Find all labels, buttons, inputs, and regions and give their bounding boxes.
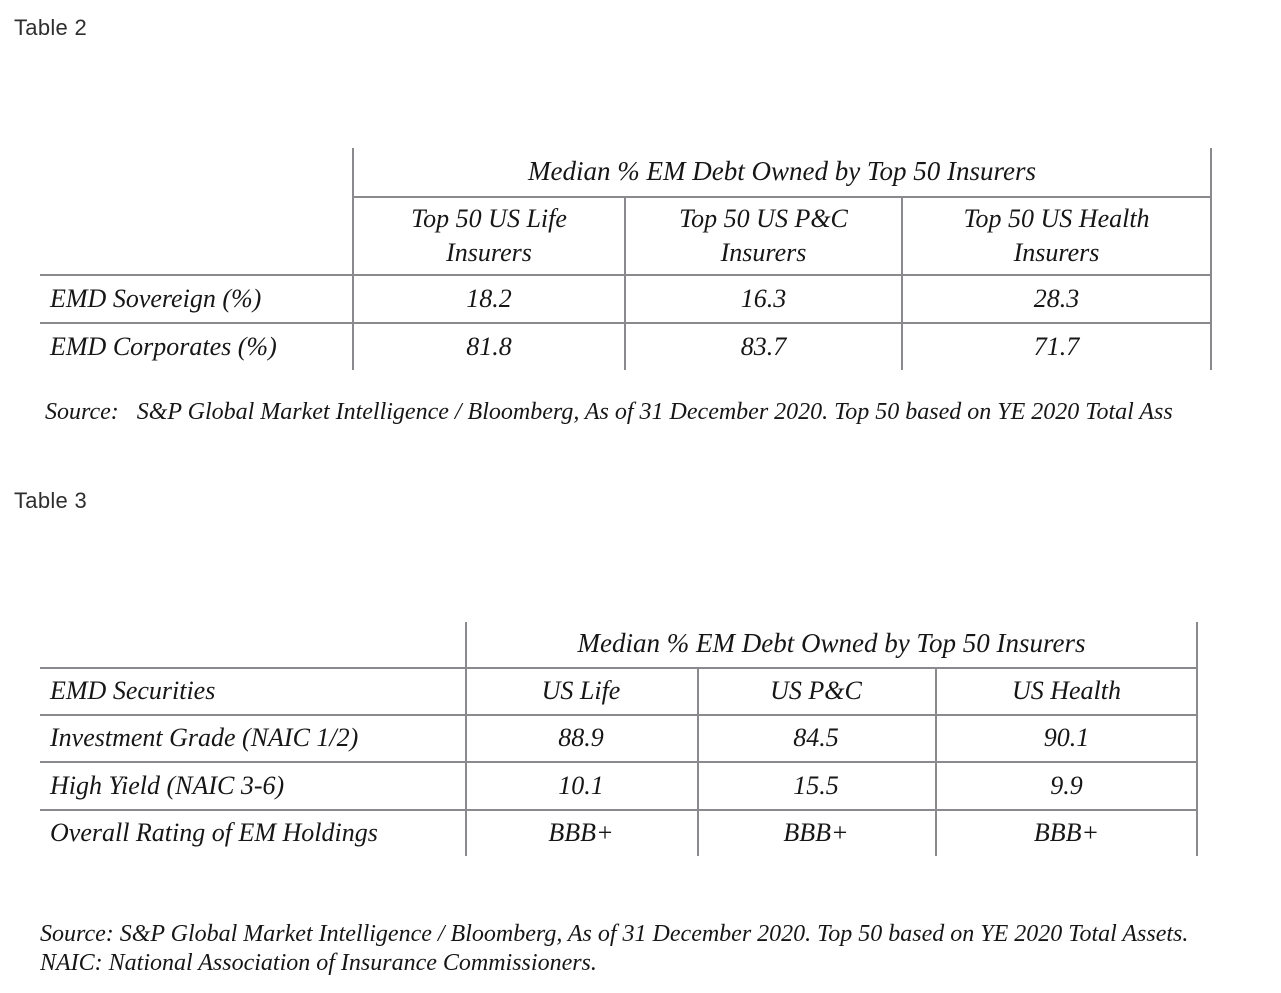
table2-col-header: Top 50 US Life Insurers — [354, 198, 624, 273]
table3-rule-header — [40, 667, 1198, 669]
table3-row-label: Overall Rating of EM Holdings — [50, 818, 378, 847]
table3-cell: BBB+ — [1033, 818, 1100, 847]
table2-rule-row1 — [40, 322, 1212, 324]
table2-col-header-line: Insurers — [446, 237, 532, 267]
table2-cell: 83.7 — [740, 331, 787, 361]
table2-span-header: Median % EM Debt Owned by Top 50 Insurer… — [528, 155, 1036, 186]
table3-row-label: High Yield (NAIC 3-6) — [50, 770, 285, 800]
table2-cell: 28.3 — [1033, 283, 1080, 313]
table3-col-header: US Life — [541, 676, 621, 705]
table2-col-header-line: Insurers — [720, 237, 807, 267]
table3-col-header: US Health — [1011, 676, 1122, 705]
table2-col-header-line: Top 50 US Life — [411, 203, 567, 233]
table2-rule-subheader — [40, 274, 1212, 276]
table3-row-label: Investment Grade (NAIC 1/2) — [50, 723, 359, 752]
table3-header-row-label: EMD Securities — [50, 676, 216, 705]
table2-caption: Table 2 — [14, 15, 88, 40]
table2-rule-header — [352, 196, 1212, 198]
table2-col-header-line: Top 50 US Health — [963, 203, 1150, 233]
table2-col-header: Top 50 US Health Insurers — [903, 198, 1210, 273]
table3-cell: BBB+ — [548, 818, 614, 847]
table3-divider-left — [465, 622, 467, 856]
table3-caption: Table 3 — [14, 488, 88, 513]
table2-cell: 81.8 — [466, 331, 512, 361]
table2-cell: 18.2 — [466, 283, 512, 313]
table3-cell: 84.5 — [793, 723, 839, 752]
table3-source-note-line1: Source: S&P Global Market Intelligence /… — [40, 921, 1189, 947]
table2-divider-right — [1210, 148, 1212, 370]
table3-divider-right — [1196, 622, 1198, 856]
table3-cell: 88.9 — [558, 723, 604, 752]
table2-cell: 71.7 — [1033, 331, 1080, 361]
table3: Median % EM Debt Owned by Top 50 Insurer… — [40, 622, 1198, 856]
table3-source-note-line2: NAIC: National Association of Insurance … — [40, 950, 597, 976]
table2-cell: 16.3 — [740, 283, 787, 313]
table2-divider-left — [352, 148, 354, 370]
table3-rule-subheader — [40, 714, 1198, 716]
table2-row-label: EMD Corporates (%) — [50, 331, 277, 361]
table3-cell: 90.1 — [1043, 723, 1090, 752]
table2: Median % EM Debt Owned by Top 50 Insurer… — [40, 148, 1212, 370]
table2-col-header: Top 50 US P&C Insurers — [626, 198, 901, 273]
table3-cell: 15.5 — [793, 770, 839, 800]
table3-col-header: US P&C — [770, 676, 862, 705]
table3-span-header: Median % EM Debt Owned by Top 50 Insurer… — [577, 628, 1086, 658]
table3-cell: BBB+ — [783, 818, 849, 847]
table2-source-note: Source: S&P Global Market Intelligence /… — [45, 399, 1173, 425]
table3-rule-row1 — [40, 761, 1198, 763]
table2-col-header-line: Insurers — [1013, 237, 1100, 267]
table2-col-header-line: Top 50 US P&C — [679, 203, 848, 233]
table3-cell: 10.1 — [558, 770, 604, 800]
table3-rule-row2 — [40, 809, 1198, 811]
table2-divider-col2 — [624, 196, 626, 370]
table3-cell: 9.9 — [1050, 770, 1083, 800]
table2-divider-col3 — [901, 196, 903, 370]
table2-row-label: EMD Sovereign (%) — [50, 283, 262, 313]
